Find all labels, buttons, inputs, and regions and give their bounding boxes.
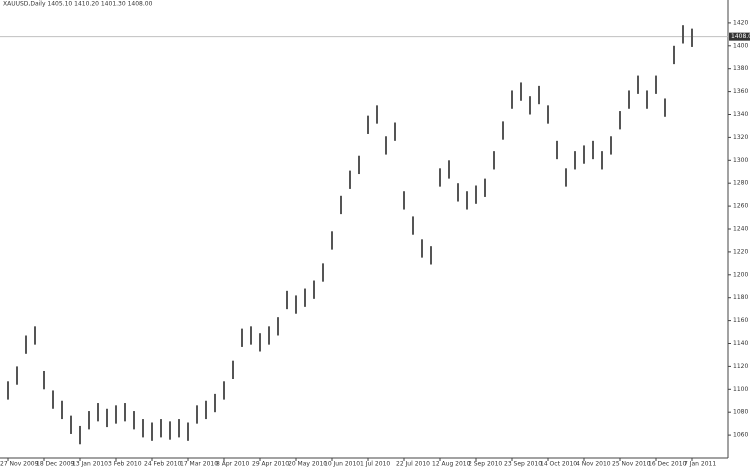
y-tick-label: 1380 [733,65,748,72]
x-tick-label: 29 Apr 2010 [252,461,289,468]
x-tick-label: 24 Feb 2010 [144,461,182,468]
x-tick-label: 25 Nov 2010 [612,461,651,468]
y-tick-label: 1240 [733,226,748,233]
y-tick-label: 1160 [733,317,748,324]
x-tick-label: 22 Jul 2010 [396,461,430,468]
x-tick-label: 18 Dec 2009 [36,461,75,468]
x-tick-label: 17 Mar 2010 [180,461,218,468]
x-tick-label: 23 Sep 2010 [504,461,542,468]
current-price-box [729,32,750,41]
x-tick-label: 8 Apr 2010 [216,461,249,468]
x-tick-label: 10 Jun 2010 [324,461,360,468]
x-tick-label: 14 Oct 2010 [540,461,577,468]
x-tick-label: 3 Feb 2010 [108,461,142,468]
chart-title: XAUUSD,Daily 1405.10 1410.20 1401.30 140… [3,1,153,8]
y-tick-label: 1300 [733,157,748,164]
y-tick-label: 1400 [733,42,748,49]
x-tick-label: 12 Aug 2010 [432,461,471,468]
current-price-label: 1408.00 [731,33,750,40]
y-tick-label: 1140 [733,340,748,347]
y-tick-label: 1100 [733,386,748,393]
y-tick-label: 1360 [733,88,748,95]
y-tick-label: 1420 [733,19,748,26]
x-tick-label: 7 Jan 2011 [684,461,716,468]
x-tick-label: 4 Nov 2010 [576,461,611,468]
y-tick-label: 1120 [733,363,748,370]
y-tick-label: 1340 [733,111,748,118]
y-tick-label: 1220 [733,248,748,255]
x-tick-label: 2 Sep 2010 [468,461,502,468]
y-tick-label: 1260 [733,203,748,210]
y-tick-label: 1280 [733,180,748,187]
x-tick-label: 16 Dec 2010 [648,461,687,468]
y-tick-label: 1080 [733,409,748,416]
y-tick-label: 1320 [733,134,748,141]
x-tick-label: 13 Jan 2010 [72,461,108,468]
x-tick-label: 20 May 2010 [288,461,327,468]
y-tick-label: 1180 [733,294,748,301]
y-tick-label: 1200 [733,271,748,278]
x-tick-label: 27 Nov 2009 [0,461,39,468]
x-tick-label: 1 Jul 2010 [360,461,390,468]
y-tick-label: 1060 [733,432,748,439]
